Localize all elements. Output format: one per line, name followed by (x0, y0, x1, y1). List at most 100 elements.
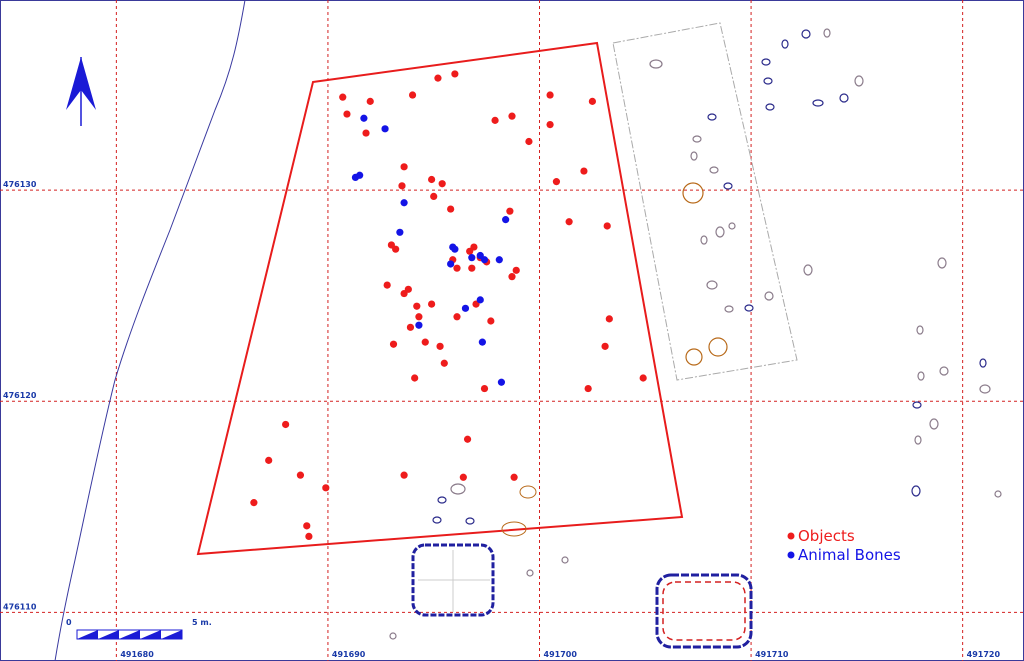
find-point (512, 266, 520, 274)
y-tick-label: 476110 (3, 602, 37, 611)
find-point (411, 374, 419, 382)
find-point (296, 471, 305, 479)
find-point (461, 304, 470, 312)
find-point (447, 260, 455, 268)
find-point (510, 473, 518, 481)
x-tick-label: 491690 (332, 650, 366, 659)
find-point (322, 484, 330, 492)
find-point (428, 300, 436, 308)
find-point (400, 289, 408, 298)
legend-marker (787, 532, 795, 540)
find-point (497, 378, 506, 386)
find-point (430, 192, 438, 200)
find-point (639, 374, 647, 382)
find-point (495, 256, 503, 264)
find-point (389, 340, 398, 348)
find-point (466, 247, 474, 255)
find-point (436, 342, 444, 350)
scale-start: 0 (66, 618, 72, 627)
find-point (552, 178, 561, 186)
north-arrow (66, 57, 96, 126)
find-point (282, 420, 290, 429)
find-point (476, 296, 484, 304)
find-point (383, 281, 391, 289)
find-point (565, 218, 573, 226)
find-point (459, 473, 467, 481)
find-point (400, 471, 408, 479)
stones (389, 28, 1002, 649)
find-point (603, 222, 611, 230)
find-point (584, 384, 592, 393)
find-point (580, 167, 588, 175)
find-point (400, 199, 408, 207)
find-point (508, 273, 516, 281)
find-point (381, 125, 389, 133)
find-point (478, 338, 486, 346)
find-point (400, 163, 408, 171)
legend-label: Animal Bones (798, 546, 901, 564)
find-point (601, 342, 609, 350)
find-point (415, 313, 423, 321)
find-point (508, 112, 516, 120)
find-point (428, 175, 436, 184)
find-point (453, 264, 461, 272)
find-point (265, 456, 273, 464)
legend-label: Objects (798, 527, 855, 545)
scale-end: 5 m. (192, 618, 212, 627)
find-point (421, 338, 429, 346)
find-point (487, 317, 495, 325)
find-point (506, 207, 514, 215)
find-point (343, 110, 351, 118)
find-point (303, 522, 311, 530)
find-point (468, 264, 476, 272)
y-tick-label: 476120 (3, 391, 37, 400)
x-tick-label: 491700 (544, 650, 578, 659)
find-point (491, 116, 499, 124)
y-tick-label: 476130 (3, 180, 37, 189)
find-point (588, 97, 596, 105)
find-point (447, 205, 455, 213)
second-trench (612, 22, 798, 381)
find-point (396, 228, 404, 236)
find-point (440, 359, 448, 367)
find-point (406, 323, 415, 331)
find-point (398, 182, 406, 190)
find-point (468, 254, 476, 262)
x-tick-label: 491710 (755, 650, 789, 659)
points (250, 70, 647, 541)
x-tick-label: 491720 (967, 650, 1001, 659)
find-point (434, 74, 442, 82)
find-point (362, 129, 370, 137)
find-point (451, 70, 459, 78)
find-point (339, 93, 347, 101)
find-point (305, 532, 313, 541)
river-edge (54, 0, 246, 661)
find-point (415, 321, 423, 329)
find-point (250, 499, 258, 507)
find-point (366, 97, 374, 105)
find-point (546, 120, 554, 129)
legend-marker (787, 551, 795, 559)
find-point (525, 137, 533, 146)
find-point (356, 171, 364, 179)
find-point (502, 216, 510, 224)
trench-outline (196, 41, 684, 556)
find-point (413, 302, 421, 310)
find-point (451, 245, 459, 253)
find-point (480, 256, 489, 264)
find-point (408, 91, 417, 99)
find-point (546, 91, 554, 99)
find-point (480, 384, 489, 393)
x-tick-label: 491680 (120, 650, 154, 659)
find-point (392, 245, 400, 253)
find-point (438, 180, 446, 188)
find-point (360, 114, 368, 122)
find-point (605, 315, 613, 323)
scale-bar: 0 5 m. (66, 618, 212, 640)
find-point (463, 435, 472, 443)
find-point (453, 313, 461, 321)
